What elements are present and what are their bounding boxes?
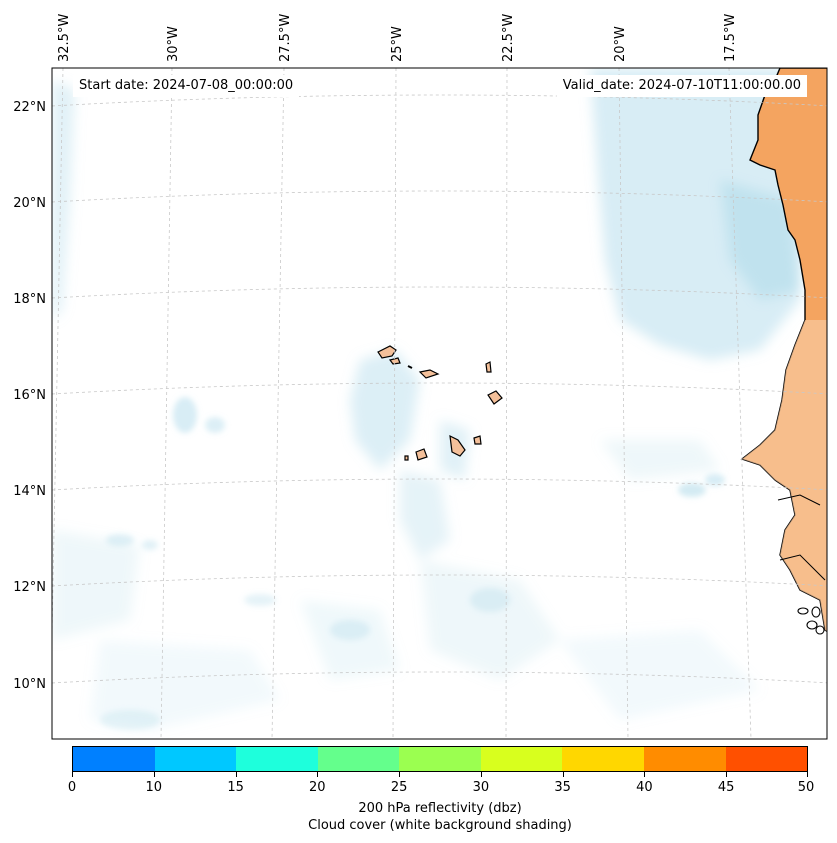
colorbar-tick — [235, 772, 237, 777]
colorbar-tick-label: 30 — [472, 780, 490, 795]
colorbar-label: 200 hPa reflectivity (dbz) — [358, 801, 522, 816]
colorbar-segment — [317, 747, 400, 771]
colorbar-segment — [236, 747, 318, 771]
lon-label: 22.5°W — [501, 14, 516, 62]
lon-label: 20°W — [613, 26, 628, 62]
colorbar-segment — [399, 747, 481, 771]
colorbar-segment — [480, 747, 563, 771]
lat-gridlines — [52, 94, 827, 684]
colorbar-tick — [317, 772, 319, 777]
colorbar-tick — [644, 772, 646, 777]
colorbar-segment — [73, 747, 155, 771]
lon-label: 17.5°W — [723, 14, 738, 62]
cloud-patches — [100, 397, 725, 730]
start-date-label: Start date: 2024-07-08_00:00:00 — [73, 75, 300, 97]
lat-label: 18°N — [13, 292, 46, 307]
lat-label: 22°N — [13, 100, 46, 115]
lon-axis-labels: 32.5°W 30°W 27.5°W 25°W 22.5°W 20°W 17.5… — [57, 14, 738, 62]
cape-verde-islands — [377, 345, 503, 461]
africa-southern-shade — [742, 320, 827, 632]
colorbar-tick-label: 40 — [636, 780, 653, 795]
lat-label: 20°N — [13, 196, 46, 211]
colorbar-tick — [562, 772, 564, 777]
guinea-bissau-coast — [779, 554, 826, 581]
lat-label: 16°N — [13, 388, 46, 403]
colorbar-tick-label: 50 — [797, 780, 815, 795]
lon-label: 25°W — [390, 26, 405, 62]
colorbar — [72, 746, 808, 772]
colorbar-tick-label: 0 — [67, 780, 77, 795]
colorbar-tick-label: 25 — [390, 780, 408, 795]
lon-label: 30°W — [166, 26, 181, 62]
colorbar-tick-label: 45 — [717, 780, 735, 795]
lat-label: 12°N — [13, 580, 46, 595]
islet — [407, 365, 413, 369]
colorbar-segment — [725, 747, 808, 771]
valid-date-label: Valid_date: 2024-07-10T11:00:00.00 — [556, 75, 807, 97]
colorbar-tick — [480, 772, 482, 777]
lat-axis-labels: 22°N 20°N 18°N 16°N 14°N 12°N 10°N — [13, 100, 46, 692]
colorbar-tick-label: 35 — [554, 780, 571, 795]
colorbar-tick — [807, 772, 808, 777]
colorbar-tick — [153, 772, 155, 777]
cloud-cover-shading — [52, 68, 805, 730]
lon-label: 27.5°W — [278, 14, 293, 62]
colorbar-segment — [643, 747, 726, 771]
map-frame — [51, 67, 828, 740]
colorbar-tick-label: 10 — [145, 780, 163, 795]
lon-label: 32.5°W — [57, 14, 72, 62]
colorbar-tick — [399, 772, 401, 777]
colorbar-tick-label: 20 — [309, 780, 326, 795]
colorbar-tick-label: 15 — [227, 780, 244, 795]
gambia-river-border — [777, 494, 821, 506]
lat-label: 10°N — [13, 677, 46, 692]
bijagos-islands — [797, 606, 825, 635]
colorbar-tick — [726, 772, 728, 777]
colorbar-segment — [562, 747, 644, 771]
colorbar-tick — [72, 772, 73, 777]
lat-label: 14°N — [13, 484, 46, 499]
colorbar-segment — [154, 747, 237, 771]
colorbar-sublabel: Cloud cover (white background shading) — [308, 818, 572, 833]
